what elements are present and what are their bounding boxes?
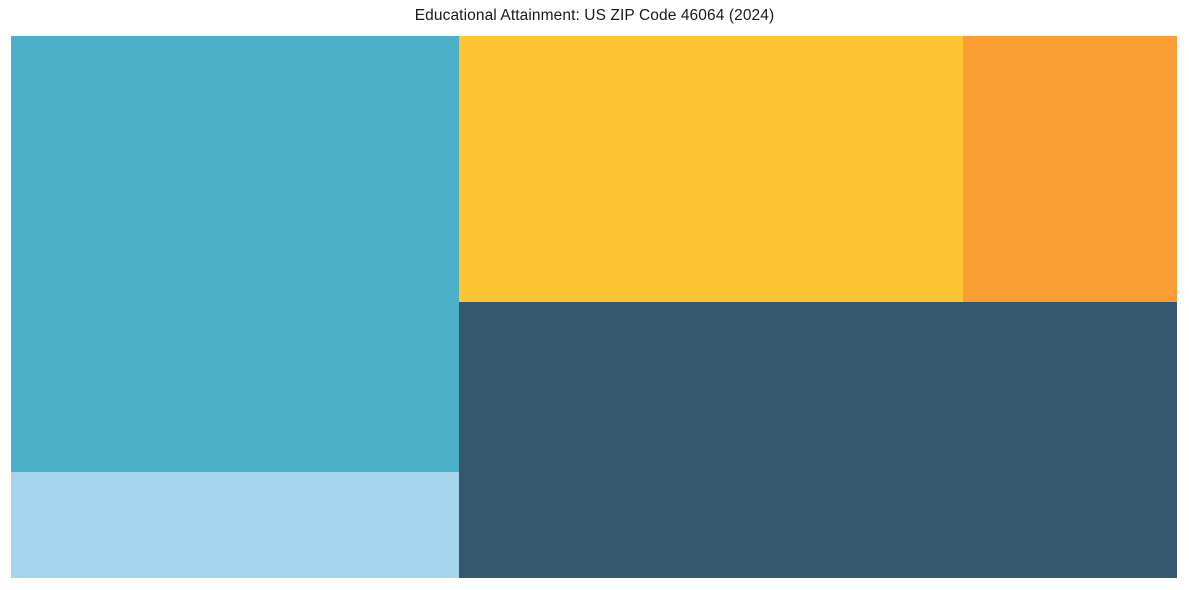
chart-title: Educational Attainment: US ZIP Code 4606… bbox=[414, 7, 775, 24]
treemap-tile-high-school-graduate[interactable]: High school graduate (includes equivalen… bbox=[11, 36, 459, 472]
treemap-tile-bachelors-degree-or-higher[interactable]: Bachelor's degree or higher bbox=[458, 302, 1177, 578]
treemap-plot-area: High school graduate (includes equivalen… bbox=[11, 36, 1177, 578]
treemap-tile-some-college-no-degree[interactable]: Some college, no degree bbox=[458, 36, 963, 302]
treemap-tile-associates-degree[interactable]: Associate's degree bbox=[962, 36, 1177, 302]
treemap-tile-less-than-high-school[interactable]: Less than high school diploma bbox=[11, 471, 459, 578]
